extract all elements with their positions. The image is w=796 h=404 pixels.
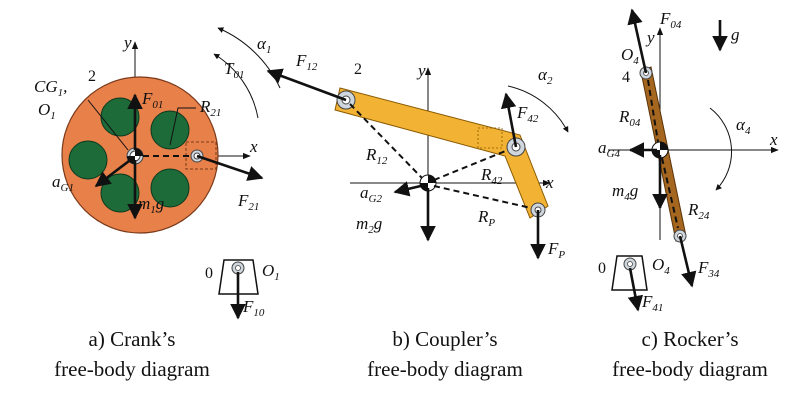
rocker-link-number: 4 [622,69,630,86]
coupler-slot [477,127,503,149]
rocker-ground-support [611,255,648,291]
coupler-fp-label: FP [547,239,565,261]
coupler-caption-line1: b) Coupler’s [392,327,497,351]
crank-x-label: x [249,137,258,156]
coupler-r42-vector [433,149,509,181]
crank-m1g-label: m1g [138,194,164,216]
crank-caption-line1: a) Crank’s [89,327,176,351]
coupler-f12-arrow [266,68,347,102]
coupler-cg-quadrants [420,175,436,191]
crank-alpha1-label: α1 [257,34,271,56]
rocker-ground-number: 0 [598,260,606,277]
coupler-accel-arrow [393,181,426,197]
coupler-y-label: y [416,61,426,80]
crank-f21-arrow [196,154,264,181]
crank-hole [68,140,108,180]
coupler-caption-line2: free-body diagram [367,357,523,381]
rocker-caption-line1: c) Rocker’s [642,327,739,351]
coupler-x-label: x [545,173,554,192]
coupler-m2g-label: m2g [356,214,382,236]
rocker-alpha-arc [709,107,733,191]
rocker-cg-quadrants [652,142,668,158]
coupler-f42-arrow [500,92,518,148]
coupler-ag2-label: aG2 [360,183,382,205]
rocker-o4-ground-label: O4 [652,255,670,277]
crank-panel [61,27,281,320]
rocker-x-label: x [769,130,778,149]
coupler-f12-label: F12 [295,51,318,73]
crank-f21-label: F21 [237,191,259,213]
rocker-m4g-label: m4g [612,181,638,203]
rocker-r24-label: R24 [687,200,710,222]
rocker-y-label: y [645,28,655,47]
rocker-r24-vector [661,157,679,229]
coupler-rp-label: RP [477,207,495,229]
rocker-f04-arrow [627,8,648,74]
rocker-panel [608,8,779,312]
rocker-f41-label: F41 [641,292,663,314]
rocker-f04-label: F04 [659,9,682,31]
crank-o1-ground-label: O1 [262,261,280,283]
coupler-alpha-arc [507,85,569,133]
crank-link-number: 2 [88,68,96,85]
crank-alpha-arc [217,27,281,89]
rocker-ag4-label: aG4 [598,138,620,160]
crank-ground-number: 0 [205,265,213,282]
rocker-f34-arrow [678,235,697,288]
crank-f01-label: F01 [141,89,163,111]
coupler-r42-label: R42 [480,165,503,187]
crank-holes [68,97,190,213]
crank-f10-label: F10 [242,297,265,319]
rocker-o4-label: O4 [621,45,639,67]
coupler-alpha2-label: α2 [538,65,553,87]
crank-t01-label: T01 [224,59,244,81]
crank-hole [150,110,190,150]
rocker-f34-label: F34 [697,258,720,280]
crank-hole [100,97,140,137]
coupler-rp-vector [433,185,532,209]
coupler-link-number: 2 [354,61,362,78]
crank-y-label: y [122,33,132,52]
crank-hole [150,168,190,208]
crank-r21-leader [169,107,196,146]
crank-ag1-label: aG1 [52,172,74,194]
coupler-f42-label: F42 [516,103,539,125]
coupler-panel [266,67,569,260]
rocker-f41-arrow [627,267,644,312]
crank-torque-arc [213,53,259,119]
crank-hole [100,173,140,213]
rocker-g-label: g [731,25,740,44]
crank-accel-arrow [94,156,134,188]
rocker-r04-label: R04 [618,107,641,129]
crank-caption-line2: free-body diagram [54,357,210,381]
rocker-caption-line2: free-body diagram [612,357,768,381]
crank-cg-leader [87,99,129,151]
rocker-alpha4-label: α4 [736,115,751,137]
coupler-r12-vector [349,103,423,179]
crank-o1-label: O1 [38,100,56,122]
rocker-r04-vector [647,79,659,143]
coupler-link-body [334,87,549,219]
crank-cg1-label: CG1, [34,77,67,99]
crank-r21-label: R21 [199,97,221,119]
coupler-r12-label: R12 [365,145,388,167]
